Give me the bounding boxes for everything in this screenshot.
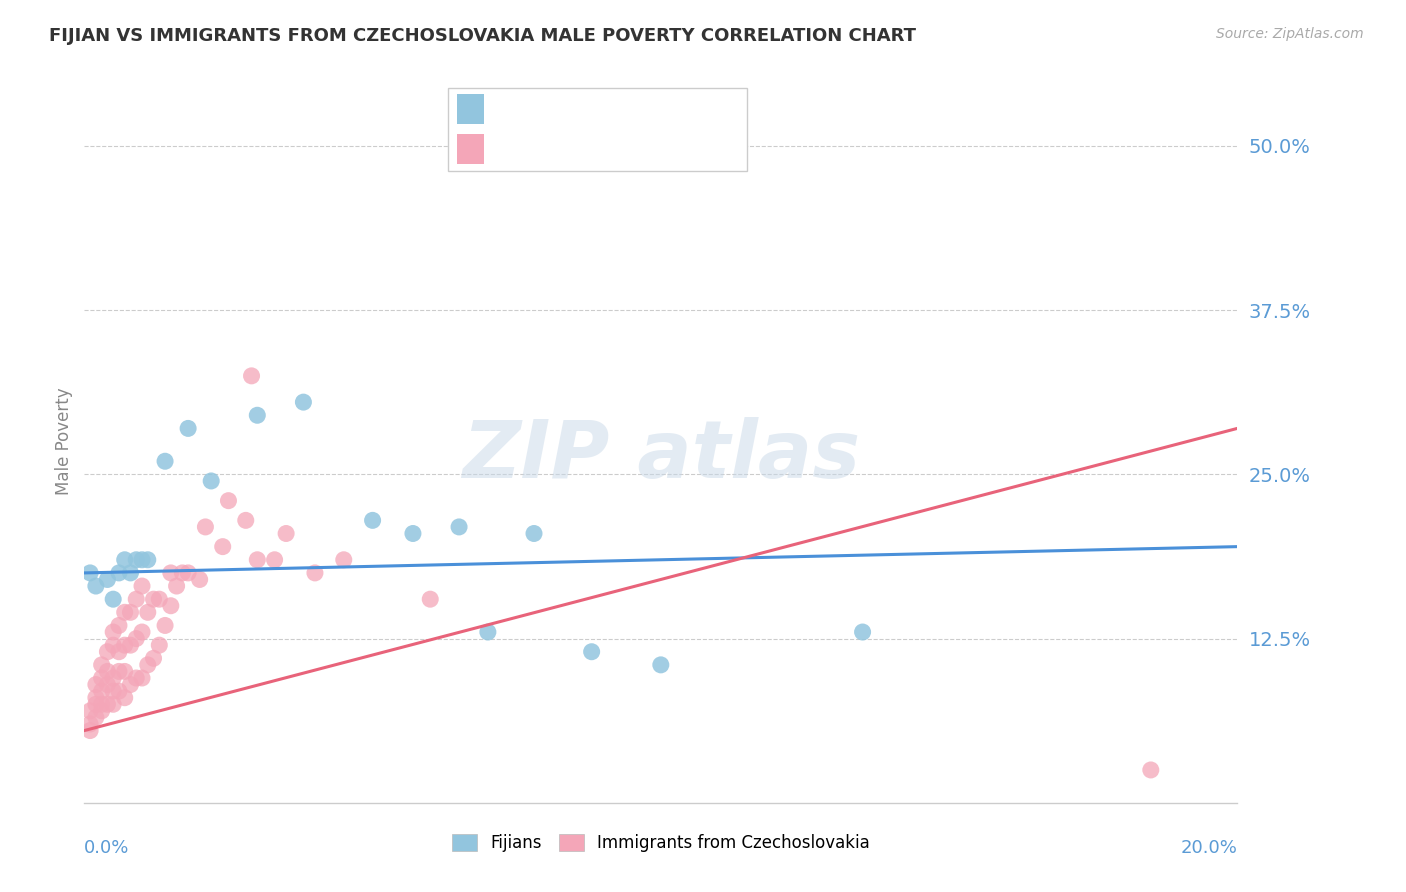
- Point: [108, 684, 131, 698]
- Point: [523, 526, 546, 541]
- Point: [142, 651, 165, 665]
- Point: [84, 677, 107, 691]
- Point: [177, 566, 200, 580]
- Point: [90, 684, 112, 698]
- Point: [131, 553, 153, 567]
- Point: [114, 553, 136, 567]
- Point: [136, 605, 159, 619]
- Text: Source: ZipAtlas.com: Source: ZipAtlas.com: [1216, 27, 1364, 41]
- Point: [166, 579, 188, 593]
- Point: [419, 592, 441, 607]
- Point: [114, 638, 136, 652]
- Text: FIJIAN VS IMMIGRANTS FROM CZECHOSLOVAKIA MALE POVERTY CORRELATION CHART: FIJIAN VS IMMIGRANTS FROM CZECHOSLOVAKIA…: [49, 27, 917, 45]
- Point: [148, 638, 170, 652]
- Point: [160, 566, 183, 580]
- Point: [235, 513, 257, 527]
- Point: [188, 573, 211, 587]
- Point: [177, 421, 200, 435]
- Point: [90, 657, 112, 672]
- Point: [108, 645, 131, 659]
- Point: [90, 671, 112, 685]
- Point: [263, 553, 285, 567]
- Point: [120, 638, 142, 652]
- Point: [84, 698, 107, 712]
- Point: [276, 526, 298, 541]
- Point: [96, 573, 118, 587]
- Point: [200, 474, 222, 488]
- Point: [246, 409, 269, 423]
- Point: [142, 592, 165, 607]
- Point: [79, 717, 101, 731]
- Point: [103, 592, 124, 607]
- Point: [131, 671, 153, 685]
- Point: [90, 698, 112, 712]
- Point: [103, 671, 124, 685]
- Point: [240, 368, 263, 383]
- Point: [131, 579, 153, 593]
- Point: [304, 566, 326, 580]
- Point: [361, 513, 384, 527]
- Point: [120, 566, 142, 580]
- Point: [84, 710, 107, 724]
- Point: [477, 625, 499, 640]
- Point: [449, 520, 471, 534]
- Point: [96, 665, 118, 679]
- Point: [79, 704, 101, 718]
- Point: [108, 618, 131, 632]
- Point: [172, 566, 194, 580]
- Point: [84, 579, 107, 593]
- Point: [79, 723, 101, 738]
- Point: [131, 625, 153, 640]
- Point: [136, 553, 159, 567]
- Point: [114, 665, 136, 679]
- Point: [108, 665, 131, 679]
- Point: [211, 540, 233, 554]
- Point: [125, 671, 148, 685]
- Point: [96, 698, 118, 712]
- Legend: Fijians, Immigrants from Czechoslovakia: Fijians, Immigrants from Czechoslovakia: [451, 834, 870, 852]
- Point: [153, 454, 176, 468]
- Point: [79, 566, 101, 580]
- Point: [96, 677, 118, 691]
- Text: 20.0%: 20.0%: [1181, 838, 1237, 857]
- Point: [160, 599, 183, 613]
- Y-axis label: Male Poverty: Male Poverty: [55, 388, 73, 495]
- Point: [114, 690, 136, 705]
- Text: 0.0%: 0.0%: [84, 838, 129, 857]
- Text: ZIP atlas: ZIP atlas: [461, 417, 860, 495]
- Point: [292, 395, 315, 409]
- Point: [333, 553, 356, 567]
- Point: [125, 553, 148, 567]
- Point: [108, 566, 131, 580]
- Point: [246, 553, 269, 567]
- Point: [120, 605, 142, 619]
- Point: [96, 645, 118, 659]
- Point: [153, 618, 176, 632]
- Point: [103, 638, 124, 652]
- Point: [125, 592, 148, 607]
- Point: [218, 493, 240, 508]
- Point: [148, 592, 170, 607]
- Point: [103, 684, 124, 698]
- Point: [90, 704, 112, 718]
- Point: [136, 657, 159, 672]
- Point: [1140, 763, 1163, 777]
- Point: [120, 677, 142, 691]
- Point: [650, 657, 672, 672]
- Point: [402, 526, 425, 541]
- Point: [103, 625, 124, 640]
- Point: [125, 632, 148, 646]
- Point: [114, 605, 136, 619]
- Point: [194, 520, 217, 534]
- Point: [581, 645, 603, 659]
- Point: [103, 698, 124, 712]
- Point: [84, 690, 107, 705]
- Point: [852, 625, 875, 640]
